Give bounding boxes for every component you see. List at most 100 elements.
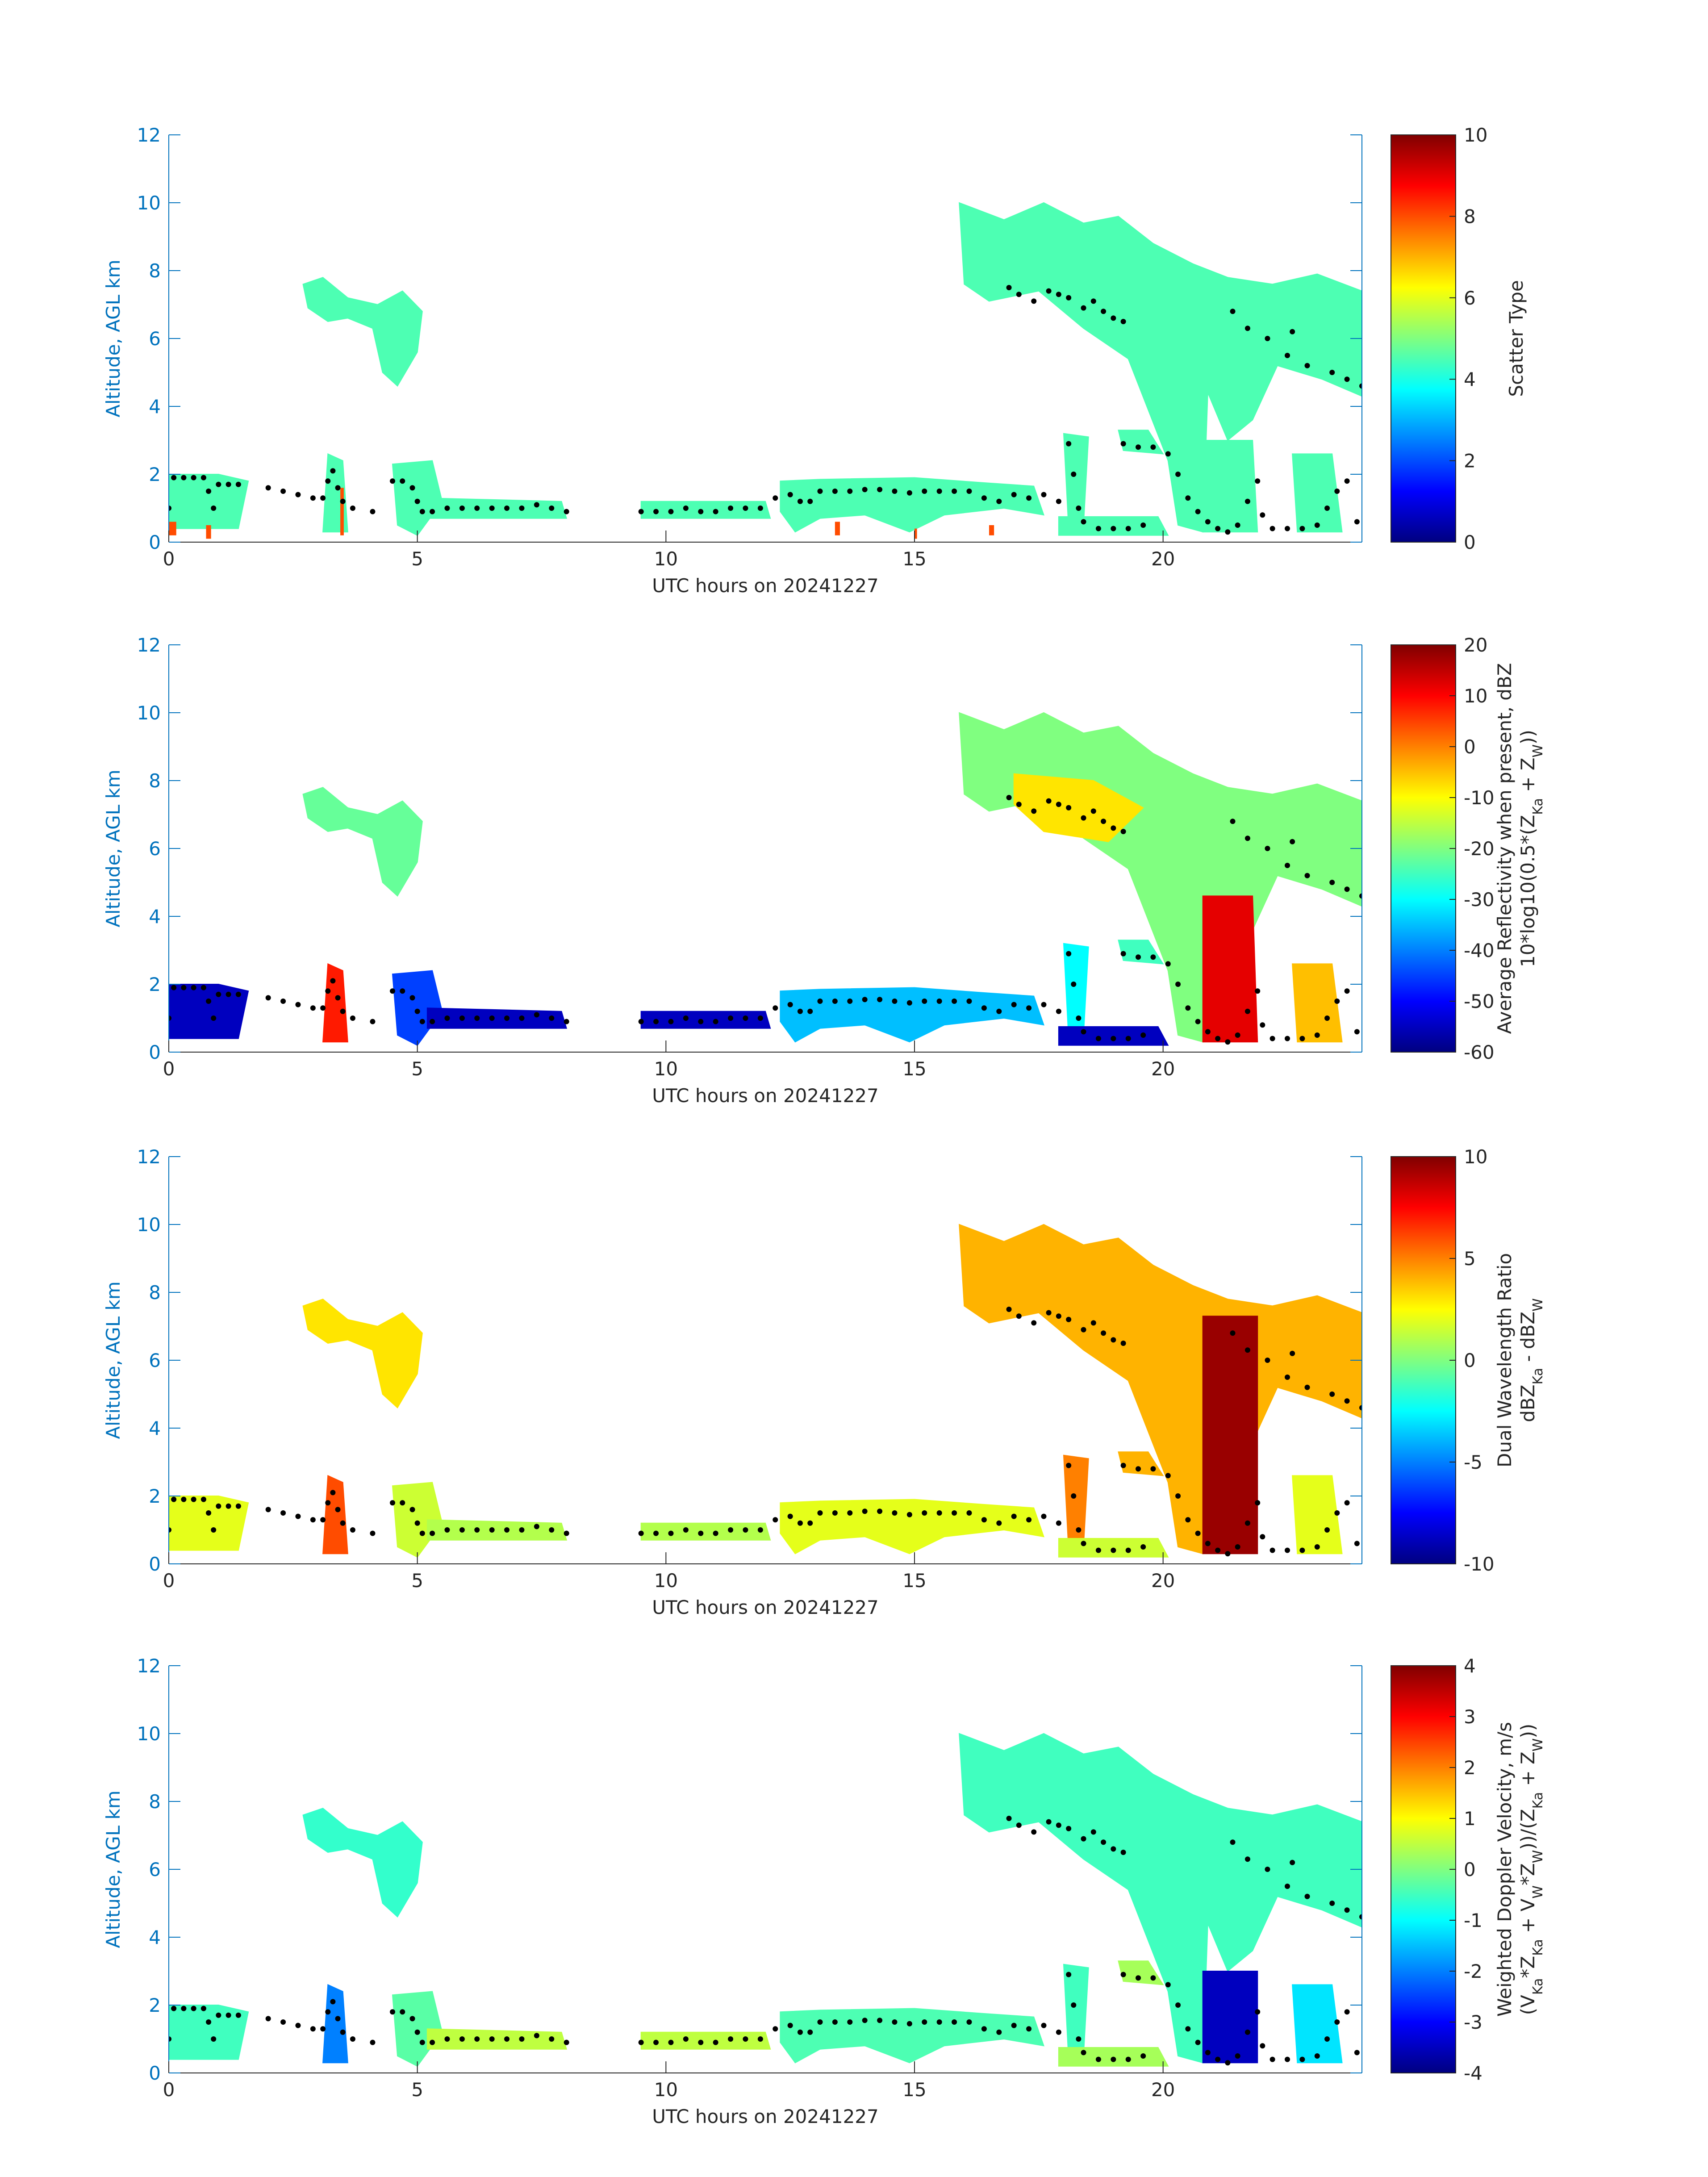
overlay-point	[981, 495, 987, 501]
overlay-point	[1290, 329, 1295, 334]
overlay-point	[877, 487, 883, 493]
overlay-point	[1255, 988, 1261, 994]
overlay-point	[320, 1005, 326, 1011]
overlay-point	[409, 2016, 415, 2022]
data-region	[1202, 440, 1258, 533]
overlay-point	[1265, 336, 1270, 341]
subscript-text: Ka	[1530, 1792, 1546, 1809]
label-text-run: 10*log10(0.5*(Z	[1517, 815, 1539, 967]
data-region	[169, 984, 249, 1039]
overlay-point	[1041, 1513, 1047, 1519]
colorbar-tick-label: 6	[1464, 287, 1476, 309]
overlay-point	[1026, 495, 1032, 501]
overlay-point	[504, 506, 510, 511]
overlay-point	[1314, 522, 1320, 528]
data-speck	[915, 528, 917, 539]
overlay-point	[211, 506, 217, 511]
colorbar-tick-label: -10	[1464, 1553, 1495, 1575]
y-tick-label: 12	[137, 1146, 161, 1168]
colorbar-tick-label: -1	[1464, 1910, 1482, 1931]
y-axis-label: Altitude, AGL km	[102, 1790, 124, 1948]
y-tick-label: 2	[149, 1994, 161, 2016]
y-axis-label: Altitude, AGL km	[102, 769, 124, 927]
overlay-point	[981, 2026, 987, 2032]
overlay-point	[936, 1510, 942, 1516]
data-region	[1292, 1984, 1343, 2064]
overlay-point	[1285, 1375, 1290, 1380]
overlay-point	[1324, 2036, 1330, 2042]
overlay-point	[668, 2039, 674, 2045]
overlay-point	[1255, 2009, 1261, 2015]
overlay-point	[1041, 2022, 1047, 2028]
y-tick-label: 4	[149, 1926, 161, 1948]
overlay-point	[340, 1520, 346, 1526]
overlay-point	[1285, 353, 1290, 358]
data-region	[322, 1475, 348, 1554]
overlay-point	[1066, 441, 1072, 447]
data-region	[1292, 453, 1343, 533]
overlay-point	[1081, 815, 1086, 821]
overlay-point	[265, 485, 271, 491]
overlay-point	[1235, 2053, 1240, 2059]
overlay-point	[1076, 506, 1082, 511]
overlay-point	[1120, 1341, 1126, 1346]
overlay-point	[1265, 1358, 1270, 1363]
data-region	[780, 477, 1044, 533]
overlay-point	[474, 1527, 480, 1533]
overlay-point	[1031, 808, 1037, 814]
y-tick-label: 0	[149, 1041, 161, 1063]
overlay-point	[713, 509, 718, 514]
overlay-point	[773, 2026, 778, 2032]
overlay-point	[226, 1503, 231, 1509]
overlay-point	[1185, 1517, 1191, 1523]
overlay-point	[1285, 1884, 1290, 1889]
overlay-point	[295, 1513, 301, 1519]
overlay-point	[1270, 1547, 1275, 1553]
overlay-point	[519, 506, 525, 511]
overlay-point	[335, 485, 341, 491]
subscript-text: W	[1530, 1850, 1546, 1864]
data-region	[169, 474, 249, 529]
overlay-point	[797, 1520, 803, 1526]
overlay-point	[350, 2036, 355, 2042]
label-text-run: - dBZ	[1517, 1312, 1539, 1368]
colorbar	[1391, 1665, 1456, 2073]
overlay-point	[280, 2019, 286, 2025]
overlay-point	[817, 2019, 823, 2025]
overlay-point	[1066, 951, 1072, 957]
overlay-point	[1244, 2029, 1250, 2035]
overlay-point	[1354, 2050, 1360, 2056]
overlay-point	[350, 1015, 355, 1021]
overlay-point	[1185, 495, 1191, 501]
overlay-point	[1304, 1893, 1310, 1899]
data-region	[1202, 1971, 1258, 2064]
overlay-point	[564, 509, 569, 514]
y-tick-label: 6	[149, 1859, 161, 1880]
overlay-point	[335, 2016, 341, 2022]
overlay-point	[981, 1005, 987, 1011]
overlay-point	[419, 1530, 425, 1536]
overlay-point	[1056, 1008, 1061, 1014]
overlay-point	[325, 2009, 331, 2015]
overlay-point	[862, 2018, 868, 2023]
overlay-point	[1066, 805, 1072, 811]
colorbar-label: Scatter Type	[1505, 280, 1527, 397]
overlay-point	[295, 492, 301, 497]
colorbar-tick-label: 0	[1464, 1350, 1476, 1371]
x-tick-label: 0	[163, 1058, 175, 1080]
label-text-run: dBZ	[1517, 1385, 1539, 1422]
overlay-point	[1225, 2060, 1231, 2066]
overlay-point	[743, 1527, 748, 1533]
overlay-point	[653, 1530, 659, 1536]
overlay-point	[1244, 1347, 1250, 1353]
data-region	[1202, 895, 1258, 1043]
colorbar-tick-label: 0	[1464, 1859, 1476, 1880]
overlay-point	[1140, 522, 1146, 528]
colorbar	[1391, 134, 1456, 543]
overlay-point	[1354, 519, 1360, 525]
overlay-point	[1081, 305, 1086, 311]
overlay-point	[181, 1496, 187, 1502]
overlay-point	[419, 1019, 425, 1024]
overlay-point	[1111, 315, 1116, 321]
overlay-point	[996, 1520, 1002, 1526]
